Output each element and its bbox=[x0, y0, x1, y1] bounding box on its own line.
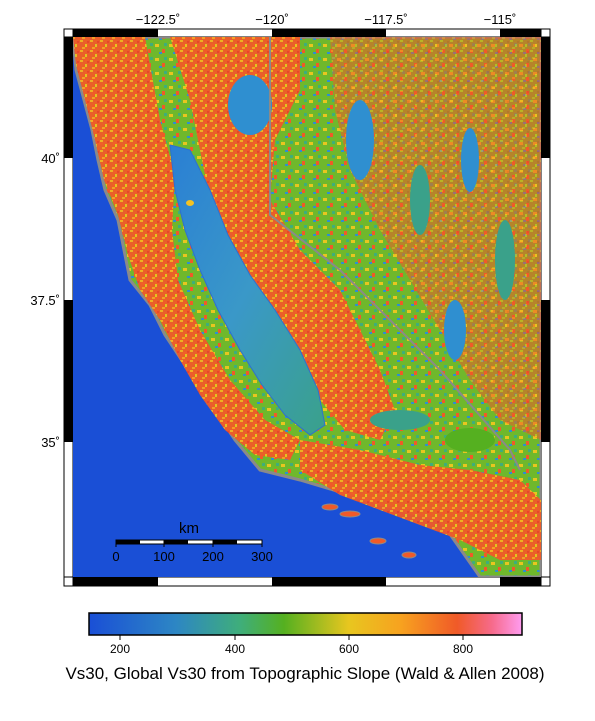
basin-shape bbox=[228, 75, 272, 135]
island bbox=[321, 503, 339, 511]
basin-shape bbox=[495, 220, 515, 300]
colorbar-tick-label: 400 bbox=[225, 642, 245, 656]
transverse-ranges bbox=[300, 440, 541, 560]
lon-label: −117.5˚ bbox=[364, 12, 408, 27]
colorbar: 200 400 600 800 Vs30, Global Vs30 from T… bbox=[65, 612, 545, 683]
lon-label: −122.5˚ bbox=[136, 12, 180, 27]
basin-shape bbox=[346, 100, 374, 180]
lon-label: −115˚ bbox=[484, 12, 517, 27]
basin-range bbox=[330, 37, 541, 440]
basin-shape bbox=[445, 428, 495, 452]
central-valley bbox=[169, 144, 326, 436]
island bbox=[369, 537, 387, 545]
lat-label: 35˚ bbox=[41, 435, 60, 450]
coast-range bbox=[73, 37, 300, 460]
scale-bar-unit: km bbox=[179, 520, 199, 537]
vs30-raster bbox=[73, 37, 541, 577]
lat-label: 40˚ bbox=[41, 151, 60, 166]
scale-tick-label: 200 bbox=[202, 549, 224, 564]
state-boundary bbox=[269, 37, 521, 471]
lon-label: −120˚ bbox=[255, 12, 289, 27]
lat-label: 37.5˚ bbox=[30, 293, 60, 308]
longitude-labels: −122.5˚ −120˚ −117.5˚ −115˚ bbox=[136, 12, 517, 27]
basin-shape bbox=[410, 165, 430, 235]
lake-marker bbox=[186, 200, 194, 206]
scale-tick-label: 300 bbox=[251, 549, 273, 564]
basin-shape bbox=[444, 300, 466, 360]
island bbox=[401, 551, 417, 559]
basin-shape bbox=[370, 410, 430, 430]
latitude-labels: 40˚ 37.5˚ 35˚ bbox=[30, 151, 60, 450]
sierra-nevada bbox=[170, 37, 395, 440]
colorbar-tick-label: 600 bbox=[339, 642, 359, 656]
colorbar-gradient bbox=[88, 612, 523, 636]
island bbox=[339, 510, 361, 518]
scale-tick-label: 0 bbox=[112, 549, 119, 564]
basin-shape bbox=[461, 128, 479, 192]
colorbar-title: Vs30, Global Vs30 from Topographic Slope… bbox=[65, 664, 544, 683]
colorbar-tick-label: 200 bbox=[110, 642, 130, 656]
scale-tick-label: 100 bbox=[153, 549, 175, 564]
colorbar-tick-label: 800 bbox=[453, 642, 473, 656]
scale-bar: km 0 100 200 300 bbox=[112, 520, 272, 564]
